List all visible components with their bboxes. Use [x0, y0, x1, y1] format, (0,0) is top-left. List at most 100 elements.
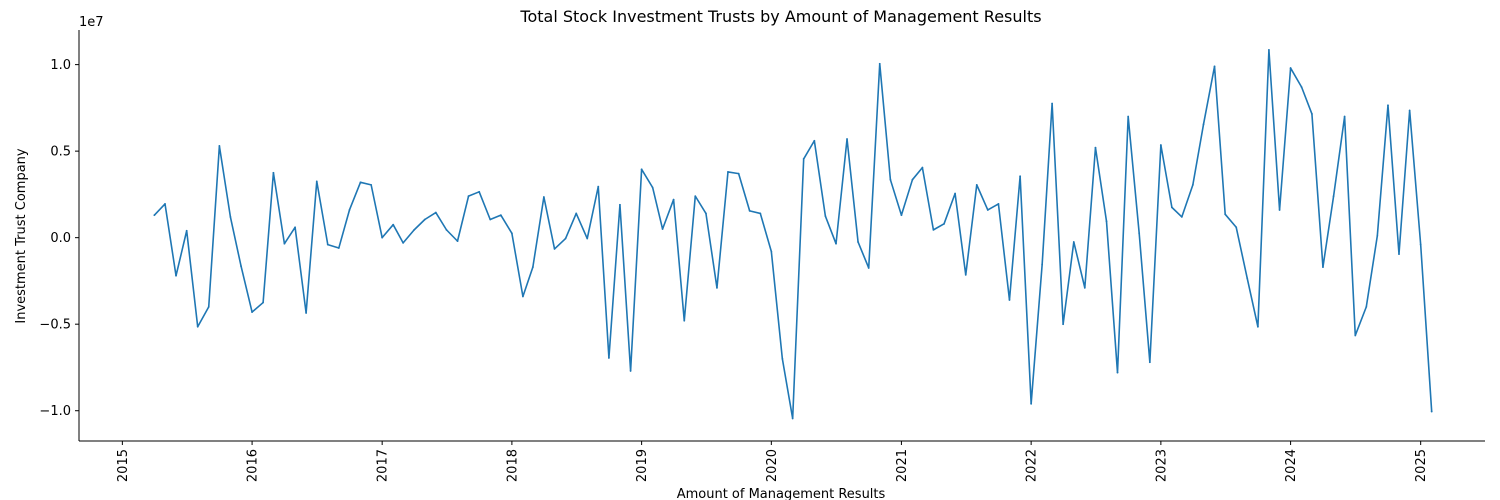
data-point — [315, 180, 318, 183]
data-point — [1105, 220, 1108, 223]
data-point — [413, 228, 416, 231]
data-point — [921, 166, 924, 169]
data-point — [889, 178, 892, 181]
x-axis-label: Amount of Management Results — [677, 487, 886, 500]
data-point — [575, 212, 578, 215]
data-point — [262, 301, 265, 304]
data-point — [522, 295, 524, 298]
x-tick-label: 2025 — [1414, 449, 1429, 482]
data-point — [229, 215, 232, 218]
data-point — [1419, 243, 1422, 246]
data-point — [900, 214, 903, 217]
data-point — [781, 357, 784, 360]
data-point — [207, 305, 210, 308]
data-point — [716, 286, 718, 289]
x-axis-ticks: 2015 2016 2017 2018 2019 2020 2021 2022 2023 2024… — [116, 441, 1429, 482]
data-point — [1051, 102, 1054, 105]
y-axis-label: Investment Trust Company — [14, 148, 29, 324]
data-point — [272, 171, 275, 174]
data-point — [1376, 235, 1379, 237]
data-point — [1008, 299, 1011, 301]
data-point — [954, 192, 956, 195]
data-point — [499, 214, 502, 217]
data-point — [986, 209, 989, 211]
data-point — [423, 218, 426, 221]
data-point — [705, 212, 707, 215]
data-point — [1062, 323, 1065, 326]
y-tick-label: −1.0 — [39, 404, 71, 419]
data-point — [564, 237, 567, 240]
y-tick-label: 1.0 — [50, 58, 71, 73]
data-point — [1213, 65, 1216, 68]
data-point — [1094, 146, 1097, 149]
data-point — [164, 203, 166, 205]
data-point — [1268, 49, 1270, 51]
data-point — [791, 417, 794, 420]
data-point — [683, 319, 686, 322]
data-point — [586, 237, 589, 240]
data-point — [531, 266, 534, 268]
data-point — [597, 185, 600, 188]
data-point — [1311, 113, 1313, 115]
data-point — [1246, 277, 1249, 280]
data-point — [608, 357, 610, 359]
data-point — [467, 195, 470, 198]
series-line — [153, 49, 1433, 420]
chart-title: Total Stock Investment Trusts by Amount … — [519, 7, 1041, 26]
x-tick-label: 2016 — [246, 449, 261, 482]
data-point — [932, 228, 935, 231]
data-point — [802, 158, 805, 160]
data-point — [196, 325, 199, 328]
data-point — [1041, 263, 1044, 266]
data-point — [1398, 253, 1400, 256]
data-point — [651, 186, 654, 189]
x-tick-label: 2019 — [635, 449, 650, 482]
y-tick-label: 0.5 — [50, 145, 71, 160]
data-point — [846, 138, 848, 140]
y-axis-offset-label: 1e7 — [79, 15, 104, 30]
data-point — [1365, 305, 1368, 308]
data-point — [456, 240, 459, 243]
data-point — [240, 265, 242, 268]
data-point — [748, 209, 751, 212]
data-point — [553, 248, 556, 250]
x-tick-label: 2018 — [505, 449, 520, 482]
data-point — [835, 242, 837, 245]
data-point — [672, 198, 675, 201]
data-point — [434, 211, 437, 214]
data-point — [997, 203, 1000, 205]
data-point — [1354, 334, 1357, 337]
data-point — [402, 241, 405, 244]
data-point — [1235, 226, 1238, 229]
data-point — [857, 241, 859, 243]
data-point — [737, 172, 740, 175]
x-tick-label: 2015 — [116, 449, 131, 482]
data-point — [1202, 123, 1205, 126]
data-point — [727, 171, 729, 173]
data-point — [1072, 241, 1075, 243]
data-point — [305, 312, 308, 314]
data-point — [943, 222, 945, 225]
data-point — [1019, 175, 1022, 178]
series-layer — [153, 49, 1433, 420]
data-point — [770, 250, 773, 253]
data-point — [283, 242, 286, 245]
data-point — [1030, 402, 1033, 405]
data-point — [185, 229, 188, 232]
data-point — [218, 145, 221, 147]
data-point — [1138, 232, 1141, 235]
data-point — [1191, 183, 1194, 186]
data-point — [1148, 361, 1151, 364]
data-point — [1332, 195, 1335, 198]
data-point — [640, 168, 643, 171]
data-point — [392, 223, 395, 226]
x-tick-label: 2023 — [1154, 449, 1169, 482]
data-point — [619, 203, 621, 206]
data-point — [1300, 86, 1303, 89]
data-point — [878, 62, 881, 65]
data-point — [381, 236, 384, 239]
y-tick-label: 0.0 — [50, 231, 71, 246]
x-tick-label: 2020 — [765, 449, 780, 482]
data-point — [1224, 213, 1227, 216]
x-tick-label: 2022 — [1025, 449, 1040, 482]
